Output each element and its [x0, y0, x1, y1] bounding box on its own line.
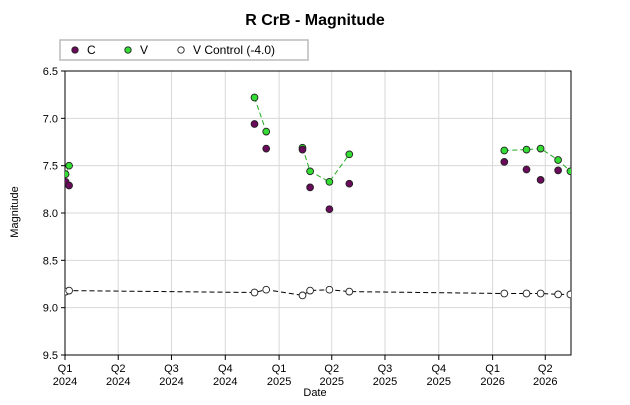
legend-marker: [124, 46, 132, 54]
x-tick-year: 2026: [480, 376, 504, 388]
series-line: [254, 97, 267, 132]
x-tick-quarter: Q2: [538, 363, 553, 375]
data-point: [250, 93, 259, 102]
data-point: [250, 120, 259, 128]
x-tick-quarter: Q1: [272, 363, 287, 375]
data-point: [65, 161, 73, 170]
x-axis-label: Date: [303, 387, 326, 399]
x-tick-year: 2025: [427, 376, 451, 388]
series-v-control-4-0: [65, 285, 571, 300]
data-point: [536, 144, 545, 153]
chart-title: R CrB - Magnitude: [245, 12, 385, 29]
series-line: [302, 147, 350, 183]
data-point: [566, 167, 571, 176]
x-tick-quarter: Q1: [58, 363, 73, 375]
x-tick-year: 2025: [320, 376, 344, 388]
y-tick-label: 9.5: [43, 350, 58, 362]
legend-label: C: [87, 43, 96, 57]
data-point: [345, 179, 354, 188]
y-tick-label: 7.0: [43, 113, 58, 125]
series-layer: [65, 93, 571, 300]
data-point: [345, 287, 354, 296]
data-point: [306, 286, 314, 295]
x-tick-quarter: Q1: [485, 363, 500, 375]
data-point: [522, 165, 531, 174]
x-tick-quarter: Q4: [218, 363, 233, 375]
x-tick-quarter: Q3: [378, 363, 393, 375]
data-point: [262, 285, 271, 294]
series-line: [65, 289, 571, 296]
data-point: [325, 205, 334, 214]
data-point: [325, 285, 334, 294]
legend-marker: [177, 46, 185, 54]
series-v: [65, 93, 571, 186]
y-tick-label: 7.5: [43, 161, 58, 173]
x-tick-quarter: Q2: [111, 363, 126, 375]
grid: [64, 70, 571, 356]
data-point: [522, 289, 531, 298]
data-point: [345, 150, 354, 159]
x-tick-quarter: Q2: [324, 363, 339, 375]
data-point: [65, 286, 73, 295]
x-axis: Q12024Q22024Q32024Q42024Q12025Q22025Q320…: [53, 355, 558, 388]
x-tick-year: 2025: [267, 376, 291, 388]
legend-label: V Control (-4.0): [193, 43, 275, 57]
x-tick-quarter: Q3: [164, 363, 179, 375]
y-axis: 6.5 7.0 7.5 8.0 8.5 9.0 9.5: [43, 66, 65, 362]
x-tick-year: 2025: [373, 376, 397, 388]
x-tick-year: 2024: [53, 376, 77, 388]
x-tick-year: 2026: [533, 376, 557, 388]
data-point: [522, 145, 531, 154]
x-tick-year: 2024: [213, 376, 237, 388]
y-tick-label: 8.5: [43, 255, 58, 267]
data-point: [325, 177, 334, 186]
data-point: [65, 170, 70, 179]
x-tick-year: 2024: [159, 376, 183, 388]
y-tick-label: 8.0: [43, 208, 58, 220]
data-point: [65, 181, 73, 190]
legend: C V V Control (-4.0): [59, 39, 309, 61]
data-point: [500, 146, 509, 155]
data-point: [536, 289, 545, 298]
legend-marker: [71, 46, 79, 54]
data-point: [306, 183, 314, 192]
data-point: [298, 291, 307, 300]
series-c: [65, 120, 562, 214]
data-point: [298, 145, 307, 154]
data-point: [262, 144, 271, 153]
data-point: [566, 290, 571, 299]
data-point: [536, 176, 545, 184]
data-point: [554, 156, 562, 164]
y-tick-label: 9.0: [43, 303, 58, 315]
y-axis-label: Magnitude: [9, 186, 21, 237]
data-point: [554, 290, 562, 299]
y-tick-label: 6.5: [43, 66, 58, 78]
data-point: [250, 288, 259, 297]
data-point: [500, 158, 509, 166]
data-point: [554, 166, 562, 175]
legend-label: V: [140, 43, 148, 57]
x-tick-year: 2024: [106, 376, 130, 388]
x-tick-quarter: Q4: [431, 363, 446, 375]
data-point: [306, 167, 314, 176]
data-point: [500, 289, 509, 298]
data-point: [262, 127, 271, 136]
